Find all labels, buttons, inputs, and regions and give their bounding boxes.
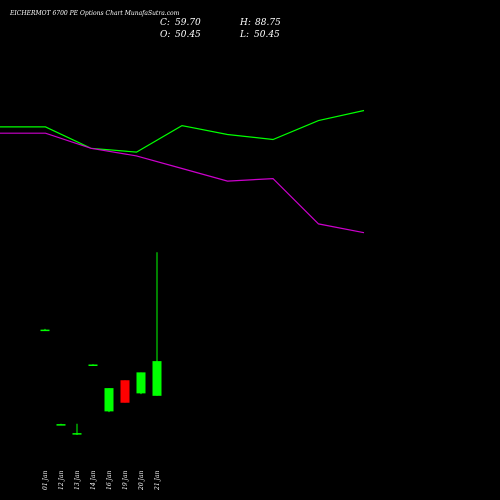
- high-label: H:: [239, 18, 251, 28]
- open-value: 50.45: [175, 30, 201, 40]
- x-tick-label: 19 Jan: [122, 470, 129, 490]
- x-tick-label: 12 Jan: [58, 470, 65, 490]
- candle: [56, 423, 66, 426]
- chart-title: EICHERMOT 6700 PE Options Chart MunafaSu…: [9, 10, 180, 17]
- candles: [40, 252, 162, 435]
- x-tick-label: 14 Jan: [90, 470, 97, 490]
- close-label: C:: [160, 18, 170, 28]
- x-axis-labels: 01 Jan 12 Jan 13 Jan 14 Jan 16 Jan 19 Jan 20 J…: [42, 470, 161, 491]
- candle: [40, 328, 50, 332]
- candle-body: [136, 372, 146, 394]
- candle-body: [40, 329, 50, 332]
- high-value: 88.75: [255, 18, 281, 28]
- x-tick-label: 20 Jan: [138, 470, 145, 491]
- open-label: O:: [160, 30, 170, 40]
- candle: [88, 364, 98, 366]
- close-value: 59.70: [175, 18, 201, 28]
- x-tick-label: 13 Jan: [74, 470, 81, 490]
- candle-body: [56, 424, 66, 426]
- indicator-lines: [0, 109, 365, 234]
- x-tick-label: 21 Jan: [154, 470, 161, 491]
- candle-body: [152, 361, 162, 396]
- candle: [152, 252, 162, 396]
- candle-body: [120, 380, 130, 403]
- low-label: L:: [239, 30, 249, 40]
- indicator-line-1: [0, 109, 365, 153]
- candle: [136, 372, 146, 395]
- candle-body: [104, 388, 114, 412]
- candle: [72, 423, 82, 435]
- indicator-line-2: [0, 132, 365, 234]
- candle-body: [72, 433, 82, 435]
- candle: [120, 380, 130, 403]
- x-tick-label: 01 Jan: [42, 470, 49, 490]
- candle: [104, 388, 114, 413]
- low-value: 50.45: [254, 30, 280, 40]
- candle-body: [88, 364, 98, 366]
- x-tick-label: 16 Jan: [106, 470, 113, 490]
